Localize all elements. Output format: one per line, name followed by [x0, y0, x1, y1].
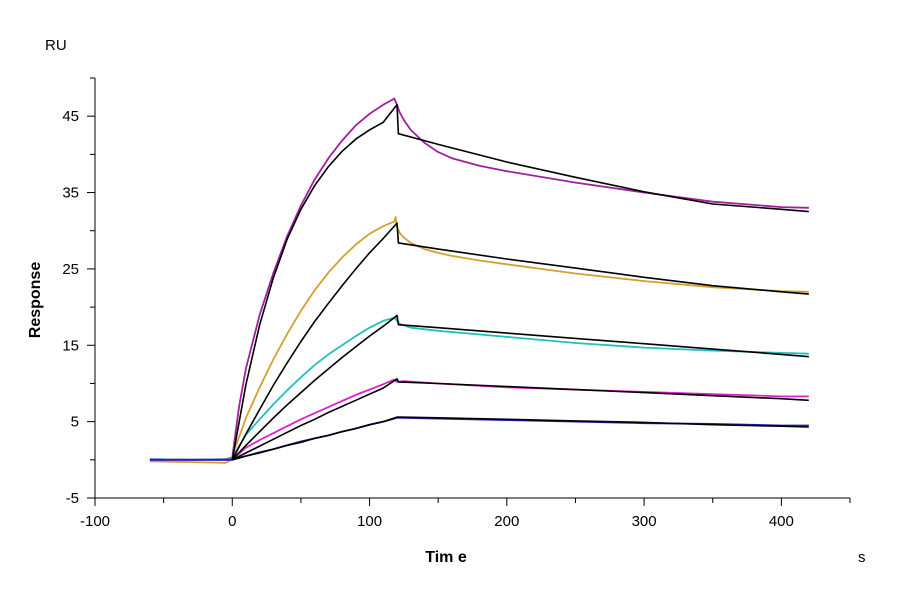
- axes: [94, 78, 850, 499]
- y-tick-label: 25: [62, 261, 79, 278]
- y-unit-label: RU: [45, 37, 67, 54]
- x-ticks: -100 0 100 200 300 400: [80, 498, 851, 530]
- x-unit-label: s: [858, 549, 866, 566]
- y-tick-label: 15: [62, 337, 79, 354]
- measured-curve: [149, 316, 809, 461]
- x-tick-label: -100: [80, 513, 110, 530]
- y-ticks: -5 5 15 25 35 45: [62, 77, 95, 507]
- y-tick-label: -5: [66, 490, 79, 507]
- x-axis-title: Tim e: [425, 549, 467, 566]
- fit-curve: [231, 314, 809, 461]
- x-tick-label: 0: [228, 513, 236, 530]
- y-tick-label: 35: [62, 185, 79, 202]
- measured-curve: [149, 97, 809, 461]
- measured-curve: [149, 216, 809, 464]
- series-layer: [149, 97, 809, 464]
- y-tick-label: 45: [62, 108, 79, 125]
- x-tick-label: 200: [494, 513, 519, 530]
- fit-curve: [231, 103, 809, 460]
- fit-curve: [231, 378, 809, 461]
- x-tick-label: 400: [769, 513, 794, 530]
- fit-curve: [231, 222, 809, 461]
- y-axis-title: Response: [27, 262, 44, 339]
- x-tick-label: 300: [632, 513, 657, 530]
- y-tick-label: 5: [71, 414, 79, 431]
- fit-curve: [232, 416, 809, 461]
- x-tick-label: 100: [357, 513, 382, 530]
